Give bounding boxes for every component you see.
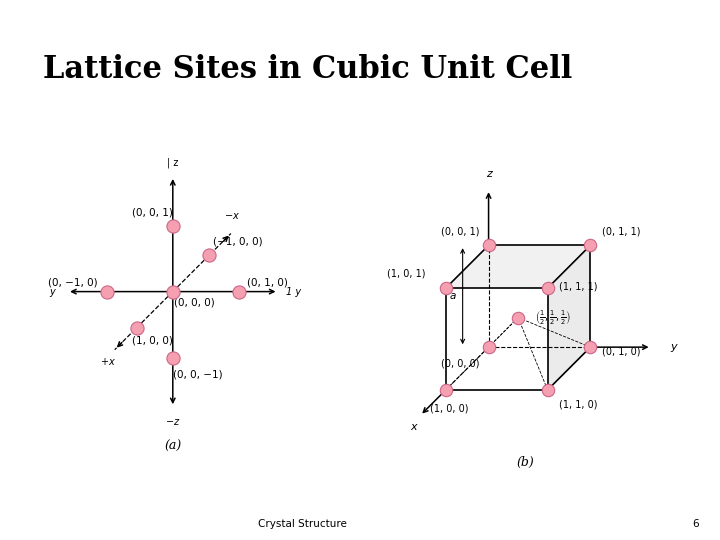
Polygon shape [446,245,590,288]
Text: (1, 1, 1): (1, 1, 1) [559,281,598,291]
Text: (0, −1, 0): (0, −1, 0) [48,278,98,288]
Text: y: y [50,287,55,296]
Point [483,343,495,352]
Point [131,323,143,332]
Text: (0, 0, 1): (0, 0, 1) [441,226,480,236]
Text: (1, 1, 0): (1, 1, 0) [559,399,598,409]
Point [167,353,179,362]
Text: Lattice Sites in Cubic Unit Cell: Lattice Sites in Cubic Unit Cell [43,54,572,85]
Point [513,313,524,322]
Text: $-x$: $-x$ [224,211,240,221]
Text: (0, 1, 0): (0, 1, 0) [247,278,287,288]
Point [585,241,596,249]
Point [233,287,245,296]
Text: $+x$: $+x$ [100,356,116,367]
Text: a: a [450,291,456,301]
Point [203,251,215,260]
Text: Crystal Structure: Crystal Structure [258,519,347,529]
Point [167,287,179,296]
Text: (0, 1, 1): (0, 1, 1) [601,226,640,236]
Text: (0, 0, 0): (0, 0, 0) [174,298,215,308]
Text: (1, 0, 1): (1, 0, 1) [387,269,426,279]
Point [585,343,596,352]
Text: | z: | z [167,157,179,167]
Text: (b): (b) [517,456,534,469]
Text: z: z [485,169,492,179]
Text: (0, 1, 0): (0, 1, 0) [603,347,641,357]
Text: (0, 0, 1): (0, 0, 1) [132,208,173,218]
Text: x: x [410,422,417,432]
Text: (0, 0, −1): (0, 0, −1) [173,369,222,380]
Polygon shape [548,245,590,390]
Point [542,284,554,292]
Text: y: y [670,342,677,352]
Point [101,287,112,296]
Text: (a): (a) [164,440,181,453]
Text: $\left(\frac{1}{2},\frac{1}{2},\frac{1}{2}\right)$: $\left(\frac{1}{2},\frac{1}{2},\frac{1}{… [535,308,571,327]
Point [440,284,451,292]
Point [167,221,179,230]
Text: 1 y: 1 y [287,287,302,296]
Text: $-z$: $-z$ [165,417,181,427]
Point [542,386,554,394]
Text: (1, 0, 0): (1, 0, 0) [132,335,173,346]
Text: 6: 6 [692,519,698,529]
Point [440,386,451,394]
Text: (1, 0, 0): (1, 0, 0) [431,404,469,414]
Point [483,241,495,249]
Text: (0, 0, 0): (0, 0, 0) [441,358,480,368]
Text: (−1, 0, 0): (−1, 0, 0) [212,237,262,246]
